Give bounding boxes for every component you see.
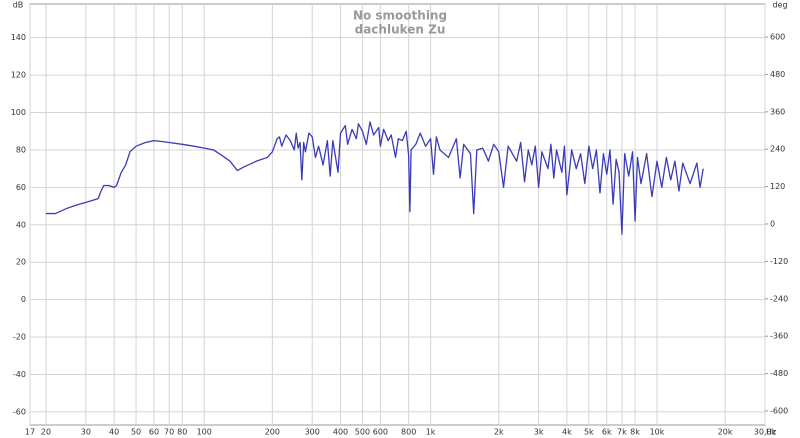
- response-line: [45, 121, 704, 235]
- y2-tick-label: -600: [770, 406, 788, 415]
- x-tick-label: 40: [109, 428, 119, 437]
- x-tick-label: 7k: [617, 428, 627, 437]
- chart-title: No smoothing: [353, 9, 447, 23]
- x-tick-label: 300: [305, 428, 320, 437]
- x-unit: Hz: [766, 428, 776, 437]
- y2-unit: deg: [772, 1, 787, 10]
- plot-area: [29, 3, 766, 426]
- y2-tick-label: -120: [770, 257, 788, 266]
- x-tick-label: 100: [197, 428, 212, 437]
- y-tick-label: 120: [11, 71, 26, 80]
- y2-tick-label: 360: [770, 107, 785, 116]
- x-tick-label: 3k: [534, 428, 544, 437]
- y-tick-label: -60: [13, 407, 26, 416]
- x-tick-label: 8k: [630, 428, 640, 437]
- x-tick-label: 2k: [494, 428, 504, 437]
- y-tick-label: -20: [13, 333, 26, 342]
- y-tick-label: 20: [16, 258, 26, 267]
- x-tick-label: 6k: [602, 428, 612, 437]
- y2-tick-label: -480: [770, 369, 788, 378]
- x-tick-label: 500: [355, 428, 370, 437]
- x-tick-label: 1k: [426, 428, 436, 437]
- x-tick-label: 800: [401, 428, 416, 437]
- x-tick-label: 4k: [562, 428, 572, 437]
- y2-tick-label: -240: [770, 294, 788, 303]
- x-tick-label: 50: [131, 428, 141, 437]
- x-tick-label: 60: [149, 428, 159, 437]
- y2-tick-label: 600: [770, 33, 785, 42]
- y-tick-label: 60: [16, 183, 26, 192]
- y-tick-label: -40: [13, 370, 26, 379]
- x-tick-label: 70: [164, 428, 174, 437]
- x-tick-label: 200: [265, 428, 280, 437]
- y-tick-label: 100: [11, 108, 26, 117]
- chart-subtitle: dachluken Zu: [355, 23, 446, 37]
- x-tick-label: 80: [177, 428, 187, 437]
- x-tick-label: 5k: [584, 428, 594, 437]
- x-tick-label: 30,0k: [754, 428, 777, 437]
- x-tick-label: 400: [333, 428, 348, 437]
- y-tick-label: 140: [11, 33, 26, 42]
- y-tick-label: 40: [16, 220, 26, 229]
- x-tick-label: 20k: [718, 428, 733, 437]
- x-tick-label: 17: [25, 428, 35, 437]
- grid: [29, 4, 766, 425]
- x-tick-label: 10k: [650, 428, 665, 437]
- y2-tick-label: -360: [770, 332, 788, 341]
- y2-tick-label: 480: [770, 70, 785, 79]
- y-unit: dB: [13, 1, 24, 10]
- y-tick-label: 80: [16, 145, 26, 154]
- x-tick-label: 20: [41, 428, 51, 437]
- y-tick-label: 0: [21, 295, 26, 304]
- x-tick-label: 600: [373, 428, 388, 437]
- y2-tick-label: 120: [770, 182, 785, 191]
- y2-tick-label: 240: [770, 145, 785, 154]
- y2-tick-label: 0: [770, 220, 775, 229]
- x-tick-label: 30: [81, 428, 91, 437]
